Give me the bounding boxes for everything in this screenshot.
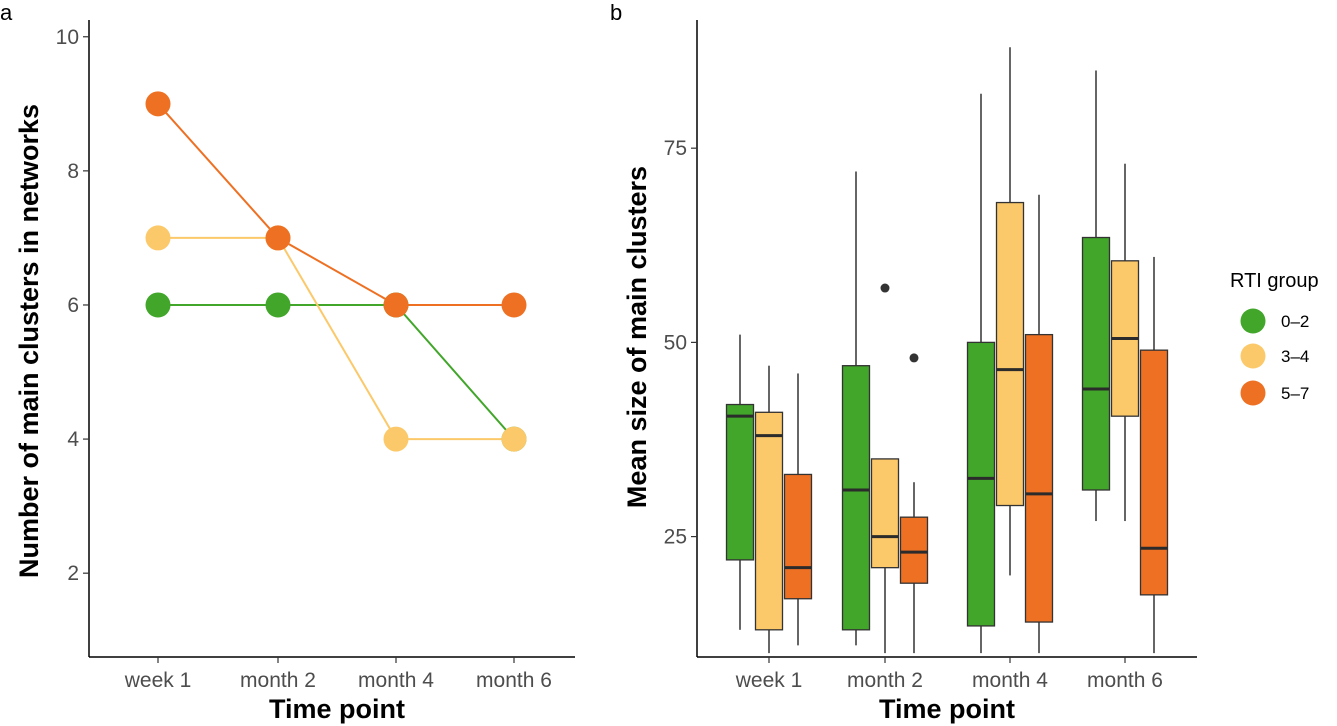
panel-a-data-point (265, 292, 291, 318)
panel-a-data-point (501, 292, 527, 318)
panel-b-box (995, 201, 1025, 507)
panel-b-box (899, 516, 929, 584)
panel-label-a: a (0, 0, 13, 25)
panel-a-data-point (501, 426, 527, 452)
legend-title: RTI group (1230, 270, 1319, 292)
panel-a-series-line-0 (158, 303, 515, 440)
legend-label-2: 5–7 (1281, 384, 1309, 403)
panel-b-y-tick-label: 50 (664, 331, 687, 354)
panel-b-x-tick-label: week 1 (735, 669, 803, 692)
panel-a-x-tick-label: month 2 (240, 669, 316, 692)
panel-a-y-tick-label: 10 (56, 26, 79, 49)
panel-a-y-tick-label: 2 (67, 562, 79, 585)
panel-a-data-point (265, 225, 291, 251)
panel-b-box (1024, 333, 1054, 623)
panel-a-y-tick-label: 4 (67, 428, 79, 451)
panel-a-series-line-2 (157, 103, 514, 306)
panel-a-data-point (383, 426, 409, 452)
panel-b-x-axis-title: Time point (879, 694, 1015, 724)
panel-b-y-tick-label: 25 (664, 526, 687, 549)
panel-b-box (966, 341, 996, 627)
panel-a-x-tick-label: month 4 (358, 669, 434, 692)
panel-a-x-tick-label: week 1 (124, 669, 192, 692)
panel-b-x-tick-label: month 4 (972, 669, 1048, 692)
panel-a-y-axis-title: Number of main clusters in networks (14, 104, 44, 578)
panel-b-y-tick-label: 75 (664, 137, 687, 160)
panel-b-box-plot: Mean size of main clusters Time point 25… (622, 20, 1197, 724)
panel-a-data-point (383, 292, 409, 318)
panel-a-x-axis-title: Time point (269, 694, 405, 724)
panel-b-box (841, 365, 871, 631)
panel-a-x-tick-label: month 6 (476, 669, 552, 692)
panel-a-data-point (145, 292, 171, 318)
panel-b-x-tick-label: month 6 (1087, 669, 1163, 692)
panel-b-box (783, 473, 813, 600)
panel-b-outlier-point (909, 353, 919, 363)
panel-a-y-tick-label: 6 (67, 294, 79, 317)
panel-a-data-point (145, 225, 171, 251)
panel-a-data-point (145, 91, 171, 117)
panel-b-outlier-point (880, 283, 890, 293)
panel-b-box (1139, 349, 1169, 596)
legend: RTI group 0–2 3–4 5–7 (1230, 270, 1319, 406)
panel-b-box (754, 411, 784, 631)
panel-a-series-line-1 (158, 236, 514, 441)
panel-label-b: b (610, 0, 622, 25)
panel-b-box (1081, 236, 1111, 491)
panel-b-box (870, 458, 900, 569)
panel-a-y-tick-label: 8 (67, 160, 79, 183)
legend-label-1: 3–4 (1281, 347, 1309, 366)
legend-key-1 (1240, 343, 1266, 369)
panel-b-x-tick-label: month 2 (847, 669, 923, 692)
legend-label-0: 0–2 (1281, 312, 1309, 331)
legend-key-0 (1240, 308, 1266, 334)
panel-a-line-chart: Number of main clusters in networks Time… (14, 20, 575, 724)
legend-key-2 (1240, 380, 1266, 406)
panel-b-y-axis-title: Mean size of main clusters (622, 166, 652, 508)
panel-b-box (725, 403, 755, 561)
